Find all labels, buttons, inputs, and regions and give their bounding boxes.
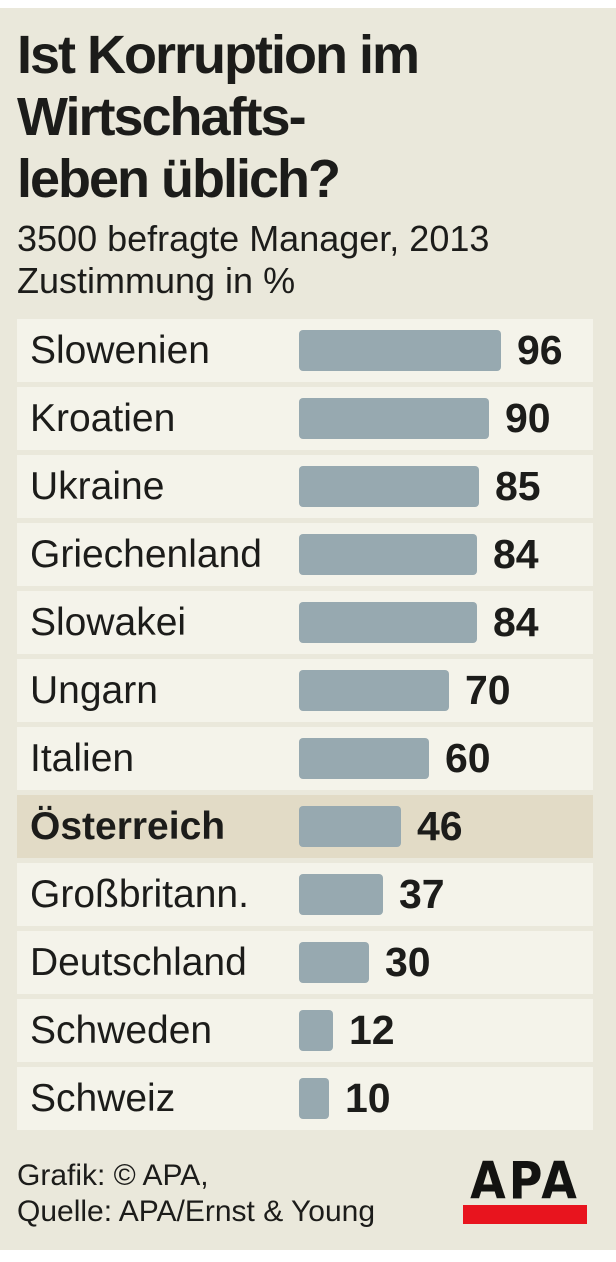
value-bar xyxy=(299,738,429,779)
subtitle-line: 3500 befragte Manager, 2013 xyxy=(17,218,490,259)
title-line: Ist Korruption im xyxy=(17,25,420,85)
value-label: 70 xyxy=(465,667,511,713)
chart-row: Österreich 46 xyxy=(17,795,593,858)
value-bar xyxy=(299,670,449,711)
value-bar xyxy=(299,398,489,439)
value-bar xyxy=(299,806,401,847)
chart-rows: Slowenien 96 Kroatien 90 Ukraine 85 Griechenla… xyxy=(17,319,593,1130)
credits-line: Quelle: APA/Ernst & Young xyxy=(17,1195,376,1228)
value-bar xyxy=(299,1078,329,1119)
country-label: Schweden xyxy=(30,1009,213,1052)
apa-logo: APA xyxy=(463,1155,587,1224)
chart-row: Schweden 12 xyxy=(17,999,593,1062)
country-label: Italien xyxy=(30,737,135,780)
chart-row: Ungarn 70 xyxy=(17,659,593,722)
country-label: Kroatien xyxy=(30,397,176,440)
country-label: Deutschland xyxy=(30,941,247,984)
value-label: 85 xyxy=(495,463,541,509)
value-label: 90 xyxy=(505,395,551,441)
chart-row: Kroatien 90 xyxy=(17,387,593,450)
chart-row: Slowakei 84 xyxy=(17,591,593,654)
value-label: 60 xyxy=(445,735,491,781)
subtitle-line: Zustimmung in % xyxy=(17,260,296,301)
chart-row: Großbritann. 37 xyxy=(17,863,593,926)
apa-logo-text: APA xyxy=(470,1150,580,1211)
value-bar xyxy=(299,330,501,371)
country-label: Großbritann. xyxy=(30,873,249,916)
page-title: Ist Korruption im Wirtschafts- leben übl… xyxy=(17,24,593,210)
footer: Grafik: © APA, Quelle: APA/Ernst & Young… xyxy=(17,1155,593,1230)
credits-line: Grafik: © APA, xyxy=(17,1159,209,1192)
credits: Grafik: © APA, Quelle: APA/Ernst & Young xyxy=(17,1158,375,1230)
chart-row: Ukraine 85 xyxy=(17,455,593,518)
value-label: 37 xyxy=(399,871,445,917)
value-label: 10 xyxy=(345,1075,391,1121)
chart-subtitle: 3500 befragte Manager, 2013 Zustimmung i… xyxy=(17,218,593,302)
value-bar xyxy=(299,874,383,915)
value-bar xyxy=(299,1010,333,1051)
value-label: 30 xyxy=(385,939,431,985)
chart-row: Deutschland 30 xyxy=(17,931,593,994)
country-label: Ungarn xyxy=(30,669,158,712)
value-label: 12 xyxy=(349,1007,395,1053)
value-bar xyxy=(299,466,479,507)
chart-row: Slowenien 96 xyxy=(17,319,593,382)
value-bar xyxy=(299,602,477,643)
country-label: Slowenien xyxy=(30,329,210,372)
title-line: Wirtschafts- xyxy=(17,87,307,147)
value-label: 96 xyxy=(517,327,563,373)
country-label: Slowakei xyxy=(30,601,187,644)
apa-logo-red-bar xyxy=(463,1205,587,1224)
country-label: Österreich xyxy=(30,805,226,848)
infographic-panel: Ist Korruption im Wirtschafts- leben übl… xyxy=(0,8,616,1250)
value-label: 84 xyxy=(493,531,539,577)
country-label: Schweiz xyxy=(30,1077,176,1120)
value-label: 46 xyxy=(417,803,463,849)
chart-row: Italien 60 xyxy=(17,727,593,790)
country-label: Griechenland xyxy=(30,533,262,576)
chart-row: Griechenland 84 xyxy=(17,523,593,586)
value-bar xyxy=(299,942,369,983)
chart-row: Schweiz 10 xyxy=(17,1067,593,1130)
value-bar xyxy=(299,534,477,575)
title-line: leben üblich? xyxy=(17,149,341,209)
value-label: 84 xyxy=(493,599,539,645)
country-label: Ukraine xyxy=(30,465,165,508)
